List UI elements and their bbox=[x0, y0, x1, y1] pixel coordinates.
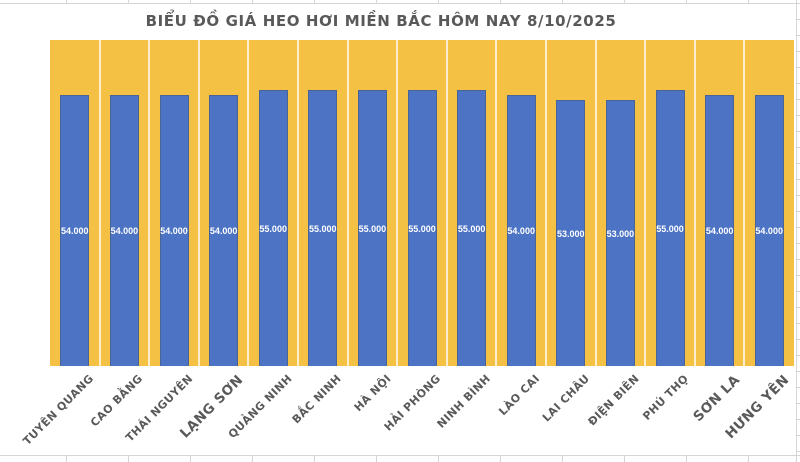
bar-lào-cai[interactable]: 54.000 bbox=[506, 95, 536, 366]
spreadsheet-column-border bbox=[796, 0, 797, 462]
column-gridline bbox=[743, 40, 746, 366]
bar-value-label: 54.000 bbox=[160, 226, 188, 236]
column-gridline bbox=[197, 40, 200, 366]
chart-title: BIỂU ĐỒ GIÁ HEO HƠI MIỀN BẮC HÔM NAY 8/1… bbox=[145, 12, 617, 30]
bar-hà-nội[interactable]: 55.000 bbox=[357, 90, 387, 366]
column-gridline bbox=[98, 40, 101, 366]
x-axis-label: TUYÊN QUANG bbox=[20, 372, 97, 448]
column-gridline bbox=[445, 40, 448, 366]
x-axis-label: HẢI PHÒNG bbox=[381, 372, 444, 434]
spreadsheet-row-top bbox=[0, 0, 800, 4]
bar-thái-nguyên[interactable]: 54.000 bbox=[159, 95, 189, 366]
bar-value-label: 55.000 bbox=[309, 223, 337, 234]
column-gridline bbox=[693, 40, 696, 366]
spreadsheet-row-bottom bbox=[0, 455, 800, 462]
column-gridline bbox=[495, 40, 498, 366]
bar-value-label: 53.000 bbox=[606, 228, 635, 239]
column-gridline bbox=[297, 40, 299, 366]
spreadsheet-row-borders-right bbox=[797, 4, 800, 455]
column-gridline bbox=[148, 40, 151, 366]
x-axis-label: LAI CHÂU bbox=[539, 372, 593, 425]
bar-lạng-sơn[interactable]: 54.000 bbox=[209, 95, 239, 366]
chart-object[interactable]: BIỂU ĐỒ GIÁ HEO HƠI MIỀN BẮC HÔM NAY 8/1… bbox=[0, 4, 796, 455]
bar-quảng-ninh[interactable]: 55.000 bbox=[258, 90, 288, 366]
plot-area[interactable]: 54.000 54.000 54.000 54.000 55.000 55.000 55.0… bbox=[50, 40, 794, 366]
bar-value-label: 55.000 bbox=[408, 223, 436, 234]
x-axis-label: LẠNG SƠN bbox=[177, 372, 247, 442]
bar-hưng-yên[interactable]: 54.000 bbox=[754, 95, 784, 366]
column-gridline bbox=[396, 40, 399, 366]
bar-value-label: 54.000 bbox=[705, 226, 734, 236]
bar-sơn-la[interactable]: 54.000 bbox=[705, 95, 735, 366]
x-axis-label: SƠN LA bbox=[689, 372, 743, 426]
bar-hải-phòng[interactable]: 55.000 bbox=[407, 90, 437, 366]
x-axis-label: BẮC NINH bbox=[289, 372, 345, 427]
bar-value-label: 55.000 bbox=[259, 223, 287, 234]
bar-value-label: 55.000 bbox=[457, 223, 486, 234]
bar-bắc-ninh[interactable]: 55.000 bbox=[308, 90, 338, 366]
bar-value-label: 53.000 bbox=[557, 228, 585, 239]
x-axis-label: HƯNG YÊN bbox=[722, 372, 793, 443]
column-gridline bbox=[346, 40, 349, 366]
x-axis-label: QUẢNG NINH bbox=[225, 372, 295, 441]
bar-value-label: 54.000 bbox=[507, 226, 535, 236]
bar-value-label: 55.000 bbox=[656, 223, 684, 234]
x-axis-label: HÀ NỘI bbox=[351, 372, 394, 415]
bar-phú-thọ[interactable]: 55.000 bbox=[655, 90, 685, 366]
x-axis-label: NINH BÌNH bbox=[434, 372, 493, 431]
x-axis-label: PHÚ THỌ bbox=[640, 372, 692, 423]
x-axis-label: THÁI NGUYÊN bbox=[122, 372, 196, 445]
bar-value-label: 54.000 bbox=[209, 226, 238, 236]
bar-cao-bằng[interactable]: 54.000 bbox=[109, 95, 139, 366]
bar-value-label: 54.000 bbox=[755, 226, 783, 236]
x-axis-label: ĐIỆN BIÊN bbox=[585, 372, 642, 429]
column-gridline bbox=[644, 40, 647, 366]
bar-lai-châu[interactable]: 53.000 bbox=[556, 100, 586, 366]
column-gridline bbox=[247, 40, 250, 366]
x-axis-label: CAO BẰNG bbox=[88, 372, 146, 430]
column-gridline bbox=[594, 40, 597, 366]
bar-value-label: 55.000 bbox=[358, 223, 387, 234]
bar-tuyên-quang[interactable]: 54.000 bbox=[60, 95, 90, 366]
bar-value-label: 54.000 bbox=[61, 226, 89, 236]
x-axis-label: LÀO CAI bbox=[496, 372, 543, 419]
bar-điện-biên[interactable]: 53.000 bbox=[605, 100, 635, 366]
bar-ninh-bình[interactable]: 55.000 bbox=[457, 90, 487, 366]
column-gridline bbox=[545, 40, 547, 366]
bar-value-label: 54.000 bbox=[110, 226, 139, 236]
